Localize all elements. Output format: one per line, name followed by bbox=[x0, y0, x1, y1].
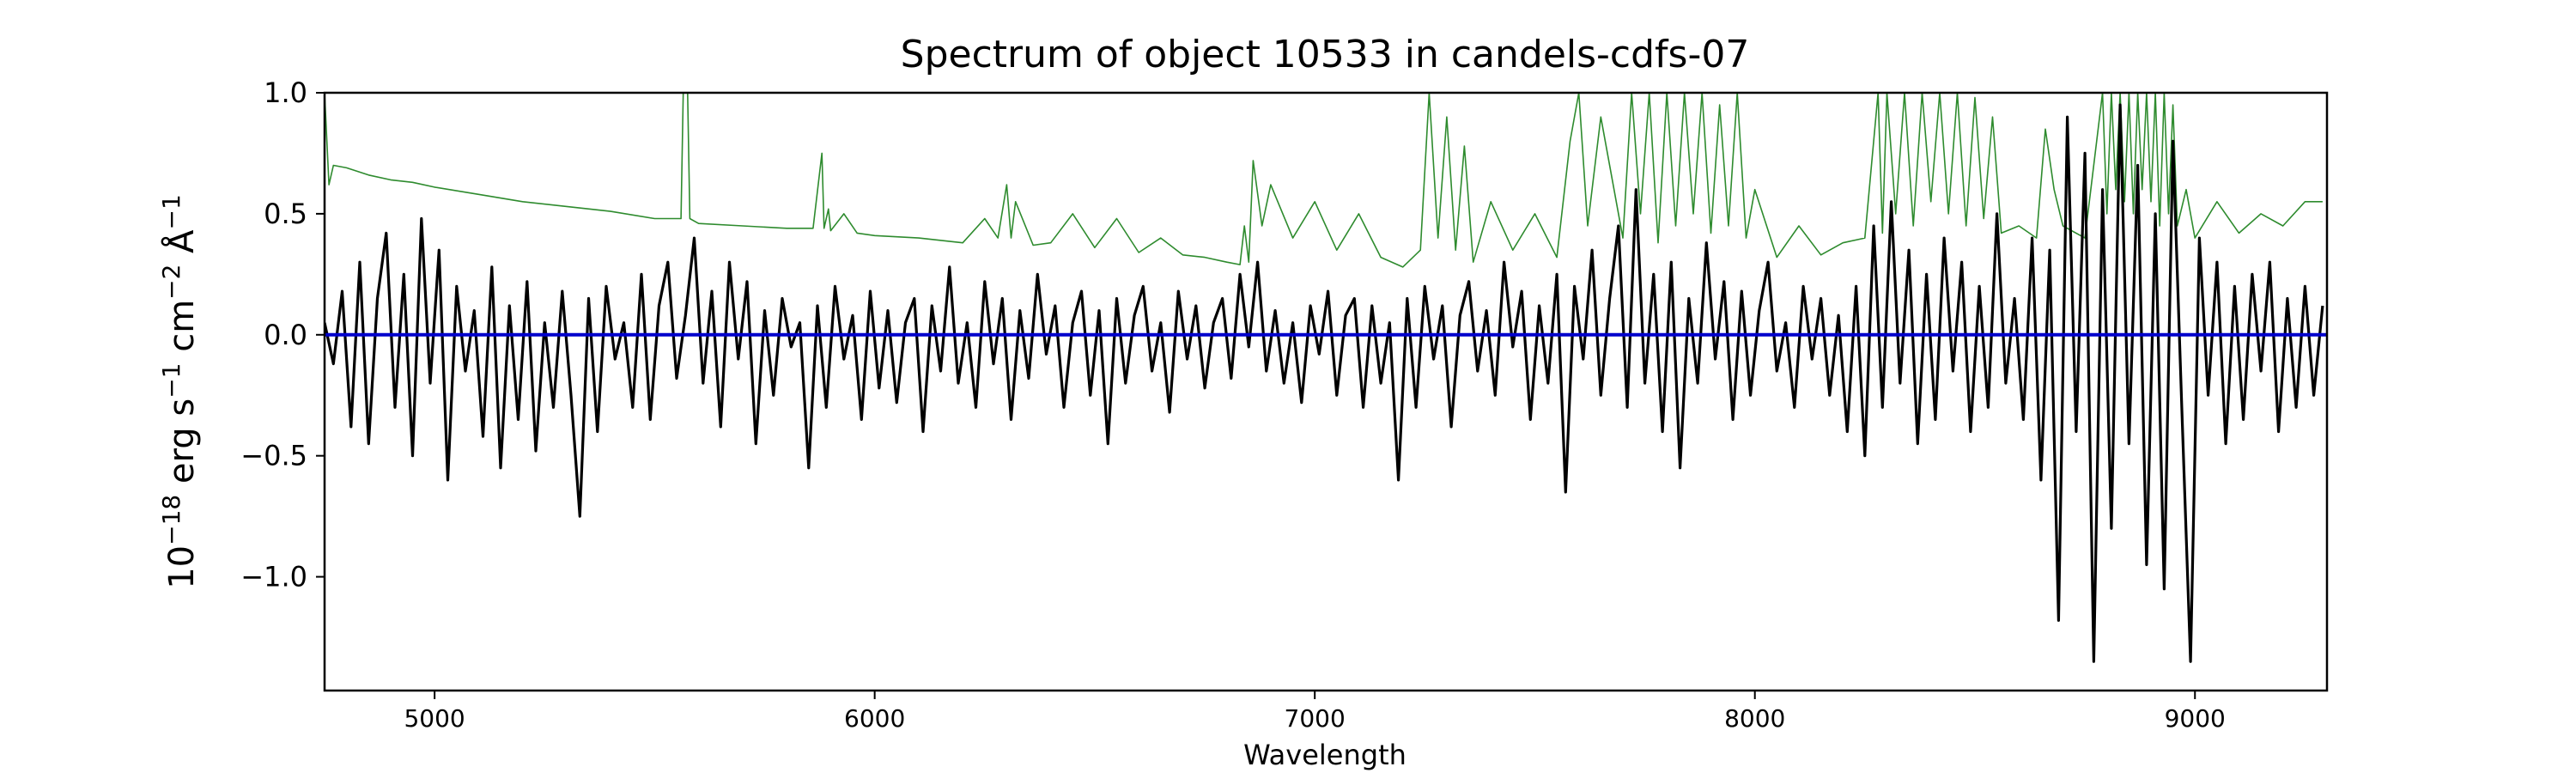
x-axis-label: Wavelength bbox=[1243, 739, 1406, 771]
x-tick-label: 7000 bbox=[1285, 704, 1346, 733]
y-tick-label: −0.5 bbox=[240, 440, 307, 472]
sky-series-line bbox=[325, 93, 2323, 268]
flux-series-line bbox=[325, 103, 2324, 663]
x-tick-label: 5000 bbox=[404, 704, 465, 733]
plot-frame bbox=[323, 91, 2329, 692]
y-tick-label: 1.0 bbox=[264, 76, 307, 109]
y-tick-label: 0.5 bbox=[264, 198, 307, 230]
x-tick-label: 8000 bbox=[1724, 704, 1785, 733]
y-tick-label: 0.0 bbox=[264, 319, 307, 351]
x-tick-label: 6000 bbox=[844, 704, 905, 733]
chart-title: Spectrum of object 10533 in candels-cdfs… bbox=[901, 33, 1750, 76]
y-tick-label: −1.0 bbox=[240, 561, 307, 593]
y-axis-label: 10−18 erg s−1 cm−2 Å−1 bbox=[157, 194, 203, 589]
svg-text:10−18 erg s−1 cm−2 Å−1: 10−18 erg s−1 cm−2 Å−1 bbox=[157, 194, 203, 589]
x-tick-label: 9000 bbox=[2165, 704, 2226, 733]
